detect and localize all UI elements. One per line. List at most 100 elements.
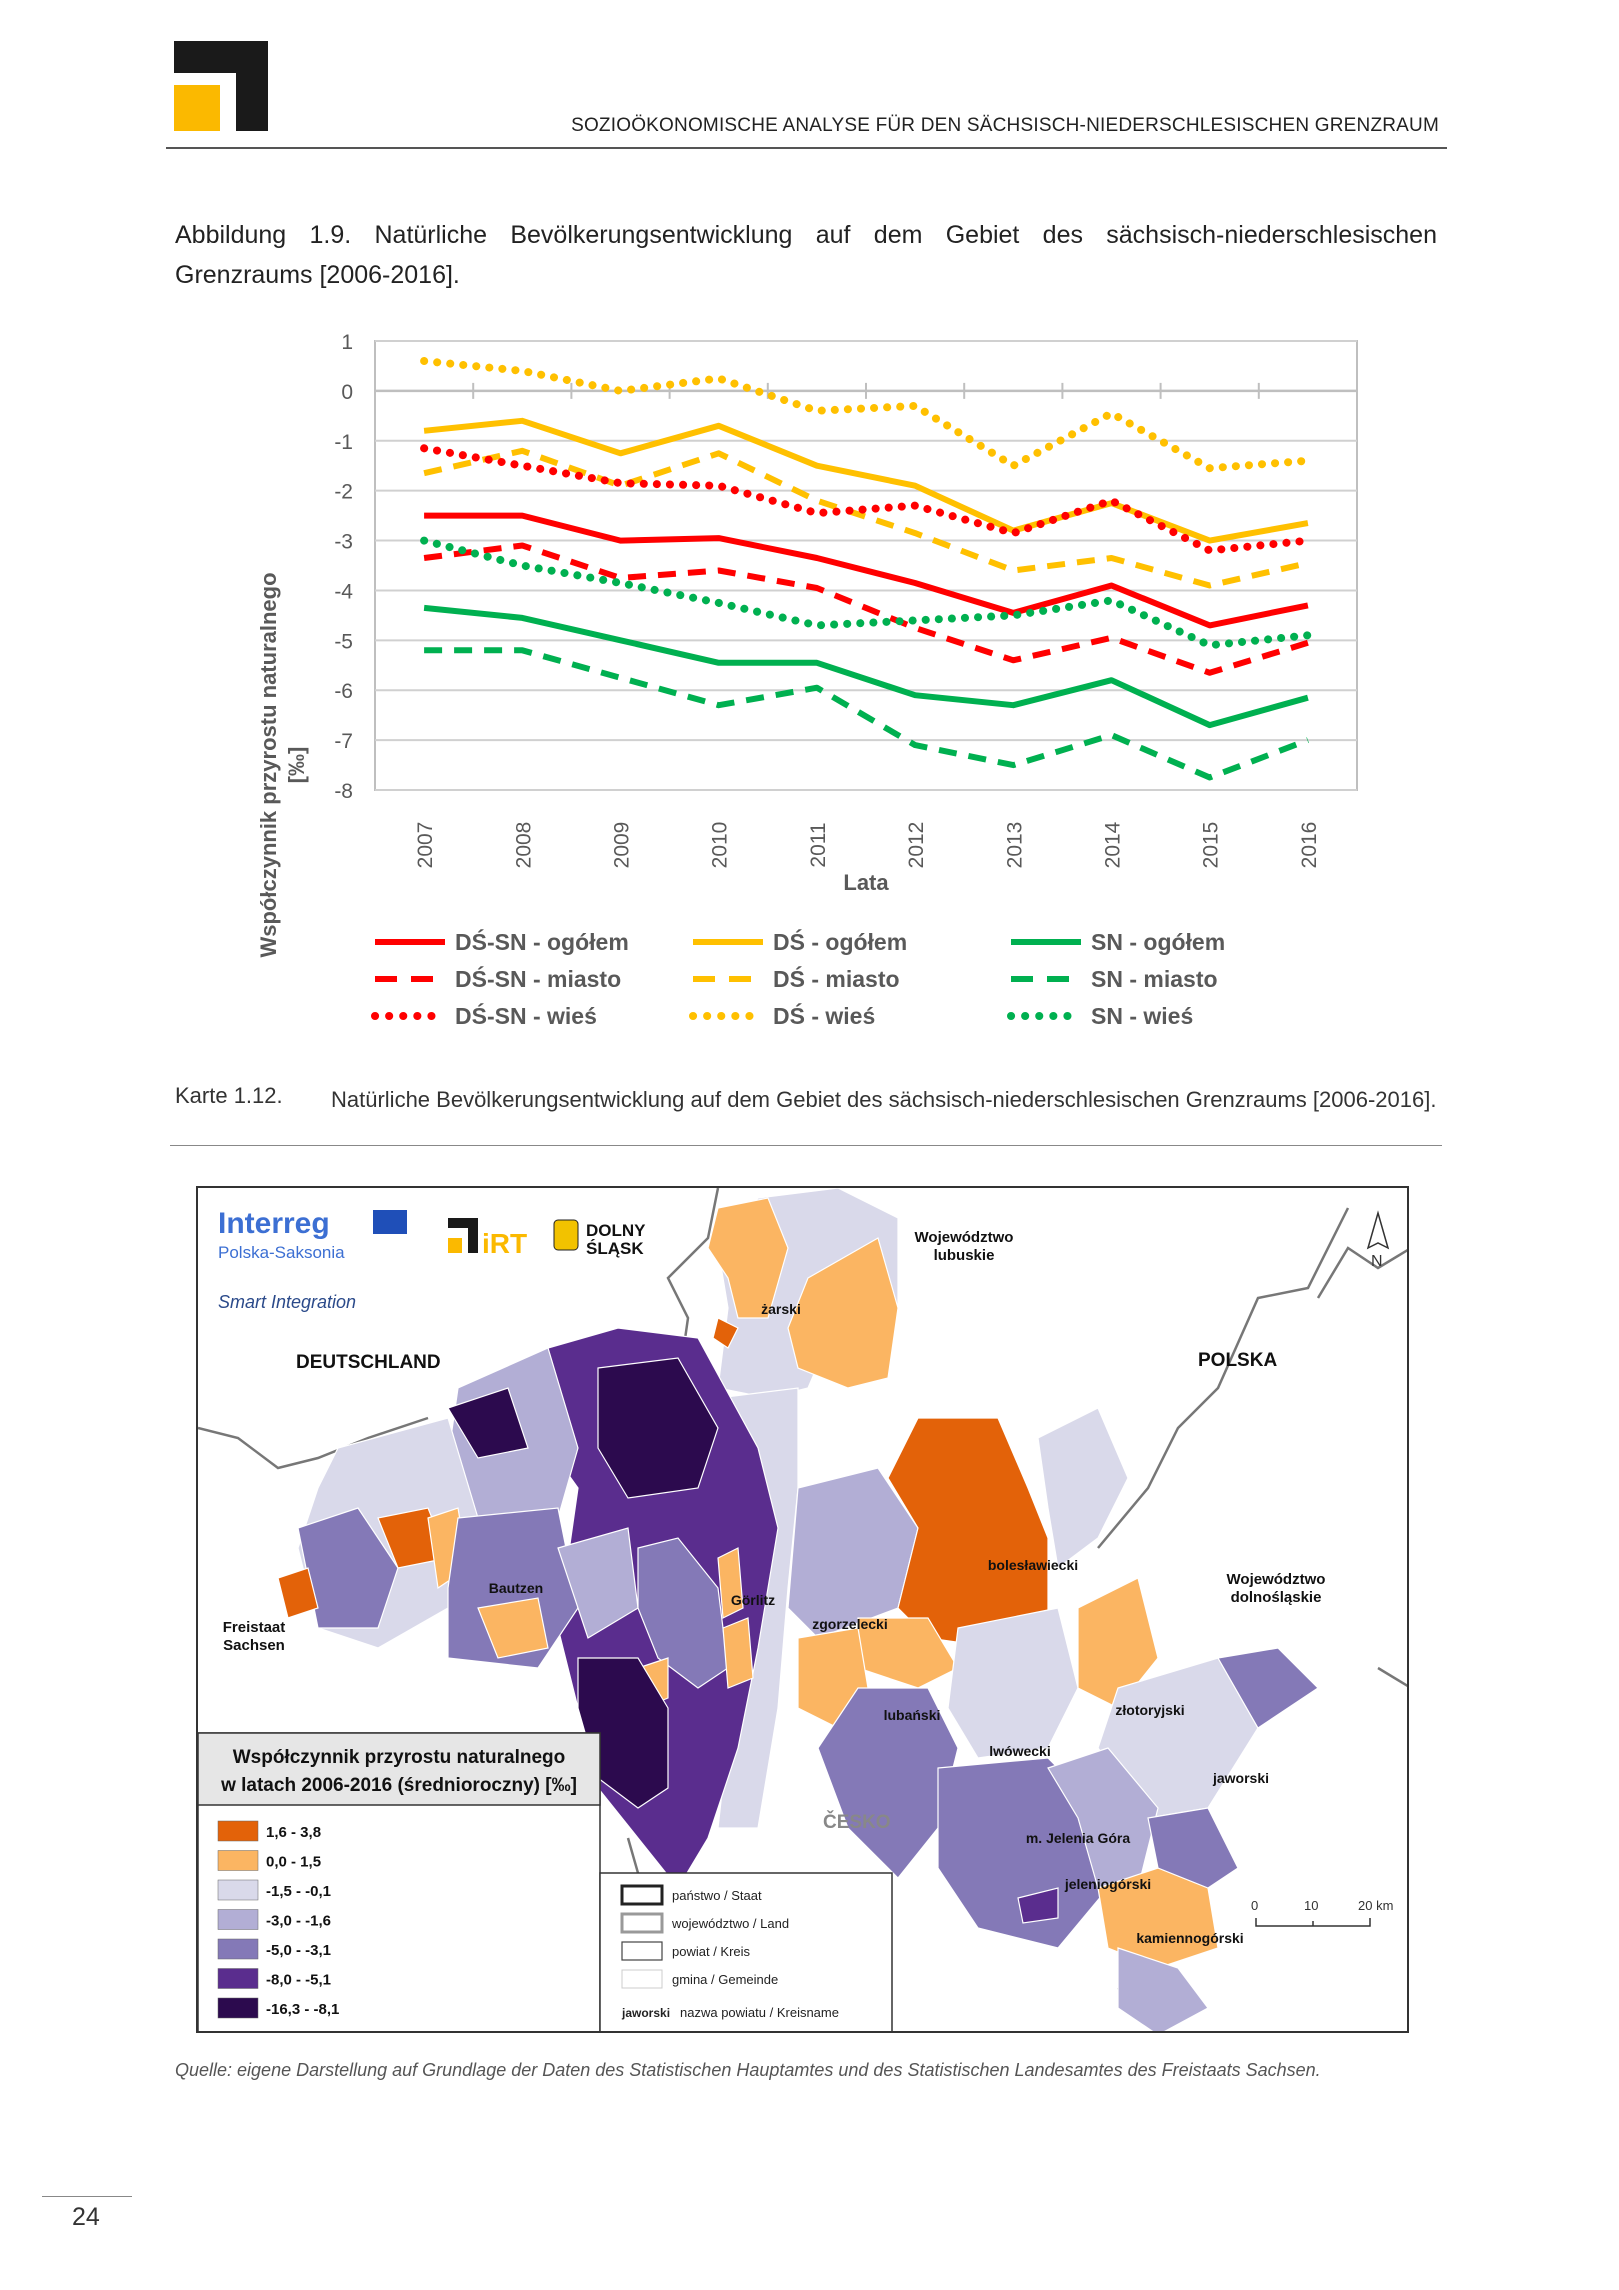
legend-class-swatch	[217, 1968, 259, 1989]
svg-text:państwo / Staat: państwo / Staat	[672, 1888, 762, 1903]
y-tick-label: -3	[334, 531, 353, 554]
legend-label: DŚ - wieś	[773, 1002, 875, 1029]
svg-text:zgorzelecki: zgorzelecki	[812, 1616, 887, 1632]
series-line-dś-sn-wieś	[420, 444, 1312, 555]
svg-text:dolnośląskie: dolnośląskie	[1231, 1589, 1322, 1606]
y-tick-label: -2	[334, 481, 353, 504]
svg-text:lubański: lubański	[884, 1707, 941, 1723]
legend-class-label: -3,0 - -1,6	[266, 1913, 331, 1930]
series-line-sn-ogółem	[423, 604, 1309, 729]
boundary-legend: państwo / Staat województwo / Land powia…	[599, 1872, 893, 2031]
choropleth-map: Interreg Polska-Saksonia Smart Integrati…	[196, 1186, 1409, 2033]
svg-text:iRT: iRT	[482, 1228, 527, 1259]
svg-text:Współczynnik przyrostu natural: Współczynnik przyrostu naturalnego	[233, 1747, 566, 1768]
svg-text:Województwo: Województwo	[1227, 1571, 1326, 1588]
series-line-dś-sn-miasto	[423, 542, 1309, 676]
footer-divider	[42, 2196, 132, 2197]
svg-text:Województwo: Województwo	[915, 1229, 1014, 1246]
map-legend: Współczynnik przyrostu naturalnego w lat…	[198, 1732, 601, 2031]
svg-text:powiat / Kreis: powiat / Kreis	[672, 1944, 751, 1959]
svg-text:nazwa powiatu / Kreisname: nazwa powiatu / Kreisname	[680, 2005, 839, 2020]
legend-label: DŚ-SN - wieś	[455, 1002, 597, 1029]
legend-class-swatch	[217, 1820, 259, 1842]
running-header: SOZIOÖKONOMISCHE ANALYSE FÜR DEN SÄCHSIS…	[571, 115, 1439, 136]
dolny-slask-logo: DOLNY ŚLĄSK	[553, 1219, 646, 1258]
series-line-dś-sn-ogółem	[424, 512, 1309, 629]
svg-text:kamiennogórski: kamiennogórski	[1136, 1930, 1243, 1946]
y-tick-label: 1	[341, 331, 353, 354]
svg-text:województwo / Land: województwo / Land	[671, 1916, 789, 1931]
svg-text:POLSKA: POLSKA	[1198, 1350, 1277, 1371]
svg-text:bolesławiecki: bolesławiecki	[988, 1557, 1078, 1573]
x-tick-label: 2016	[1298, 822, 1321, 869]
page-number: 24	[72, 2203, 100, 2231]
svg-text:DEUTSCHLAND: DEUTSCHLAND	[296, 1352, 441, 1373]
svg-text:0: 0	[1251, 1898, 1258, 1913]
x-axis-label: Lata	[843, 870, 889, 895]
legend-label: DŚ-SN - ogółem	[455, 928, 629, 955]
svg-text:m. Jelenia Góra: m. Jelenia Góra	[1026, 1830, 1130, 1846]
x-tick-label: 2015	[1200, 822, 1223, 869]
source-note: Quelle: eigene Darstellung auf Grundlage…	[175, 2060, 1321, 2080]
y-tick-label: -8	[334, 780, 353, 803]
x-tick-label: 2012	[905, 822, 928, 869]
svg-text:Bautzen: Bautzen	[489, 1580, 543, 1596]
series-line-dś-miasto	[423, 447, 1309, 589]
x-tick-label: 2011	[807, 822, 830, 867]
svg-text:jeleniogórski: jeleniogórski	[1064, 1876, 1151, 1892]
y-tick-label: -7	[334, 730, 353, 753]
svg-text:Sachsen: Sachsen	[223, 1637, 285, 1654]
interreg-logo: Interreg Polska-Saksonia Smart Integrati…	[218, 1207, 407, 1312]
legend-class-swatch	[217, 1997, 259, 2019]
north-arrow: N	[1366, 1210, 1390, 1270]
svg-text:złotoryjski: złotoryjski	[1115, 1702, 1184, 1718]
legend-label: SN - ogółem	[1091, 929, 1225, 955]
svg-text:w latach 2006-2016 (średnioroc: w latach 2006-2016 (średnioroczny) [‰]	[220, 1775, 577, 1796]
x-tick-label: 2009	[611, 822, 634, 869]
legend-class-label: -16,3 - -8,1	[266, 2001, 339, 2018]
svg-text:Freistaat: Freistaat	[223, 1619, 286, 1636]
map-labels: DEUTSCHLAND POLSKA ČESKO Województwo lub…	[223, 1229, 1326, 1946]
svg-text:Smart Integration: Smart Integration	[218, 1292, 356, 1312]
y-tick-label: 0	[341, 381, 353, 404]
x-tick-label: 2013	[1003, 822, 1026, 869]
map-caption-number: Karte 1.12.	[175, 1083, 283, 1108]
legend-class-swatch	[217, 1938, 259, 1960]
legend-class-label: -5,0 - -3,1	[266, 1942, 331, 1959]
x-tick-label: 2010	[709, 822, 732, 869]
svg-text:lwówecki: lwówecki	[989, 1743, 1050, 1759]
legend-class-swatch	[217, 1879, 259, 1901]
publisher-logo	[174, 41, 268, 131]
legend-class-label: -8,0 - -5,1	[266, 1972, 331, 1989]
x-tick-label: 2014	[1102, 821, 1125, 868]
svg-text:20 km: 20 km	[1358, 1898, 1393, 1913]
x-tick-label: 2007	[414, 822, 437, 869]
svg-text:gmina / Gemeinde: gmina / Gemeinde	[672, 1972, 778, 1987]
svg-text:żarski: żarski	[761, 1301, 801, 1317]
legend-label: DŚ - ogółem	[773, 928, 907, 955]
irt-logo: iRT	[448, 1218, 527, 1259]
header-divider	[166, 147, 1447, 149]
series-line-sn-miasto	[424, 647, 1309, 781]
y-tick-label: -1	[334, 431, 353, 454]
svg-text:Interreg: Interreg	[218, 1207, 330, 1240]
legend-label: DŚ-SN - miasto	[455, 965, 621, 992]
svg-text:10: 10	[1304, 1898, 1318, 1913]
svg-text:Polska-Saksonia: Polska-Saksonia	[218, 1243, 345, 1262]
svg-text:Görlitz: Görlitz	[731, 1592, 775, 1608]
svg-text:N: N	[1371, 1253, 1383, 1270]
svg-text:lubuskie: lubuskie	[934, 1247, 995, 1264]
series-line-dś-wieś	[420, 357, 1312, 473]
legend-class-label: -1,5 - -0,1	[266, 1883, 331, 1900]
x-tick-label: 2008	[512, 822, 535, 869]
legend-class-label: 1,6 - 3,8	[266, 1824, 321, 1841]
svg-text:jaworski: jaworski	[621, 2006, 670, 2020]
legend-class-swatch	[217, 1850, 259, 1871]
svg-text:jaworski: jaworski	[1212, 1770, 1269, 1786]
svg-text:ČESKO: ČESKO	[823, 1811, 891, 1833]
caption-divider	[170, 1145, 1442, 1146]
y-axis-label: Współczynnik przyrostu naturalnego [‰]	[256, 572, 309, 957]
svg-text:ŚLĄSK: ŚLĄSK	[586, 1239, 644, 1258]
map-caption: Natürliche Bevölkerungsentwicklung auf d…	[331, 1087, 1437, 1112]
legend-label: SN - wieś	[1091, 1003, 1193, 1029]
